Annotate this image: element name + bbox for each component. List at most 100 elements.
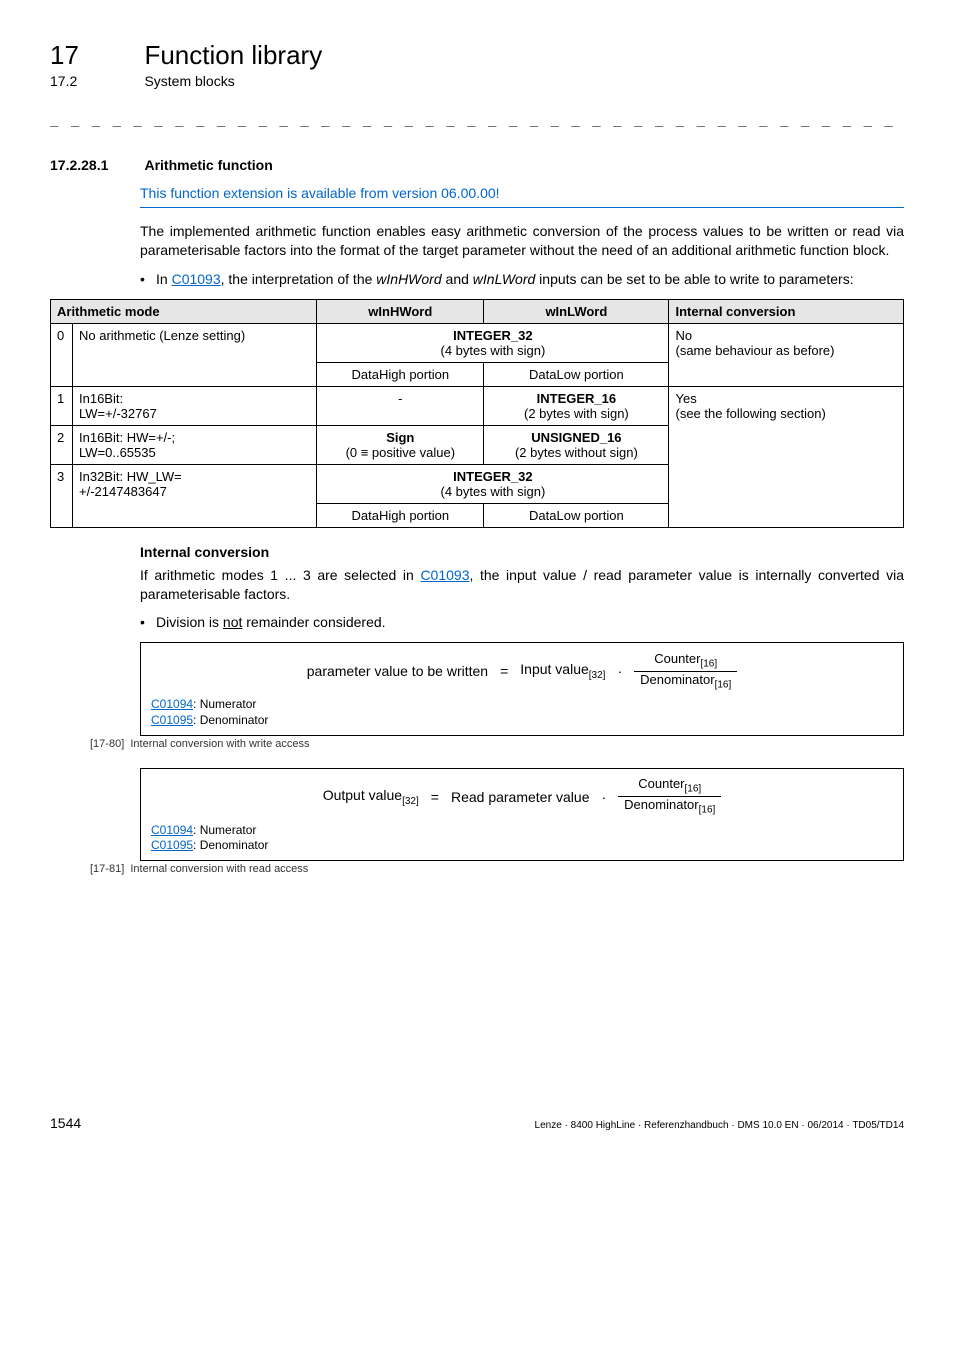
text: INTEGER_32 <box>453 328 532 343</box>
formula-1-wrapper: parameter value to be written = Input va… <box>140 642 904 735</box>
caption-17-81: [17-81] Internal conversion with read ac… <box>90 863 904 875</box>
th-winhword: wInHWord <box>317 299 484 323</box>
th-winlword: wInLWord <box>484 299 669 323</box>
text: In <box>156 271 172 287</box>
footer-copy: Lenze · 8400 HighLine · Referenzhandbuch… <box>535 1120 904 1131</box>
cell-index: 3 <box>51 464 73 527</box>
text: (4 bytes with sign) <box>441 484 546 499</box>
link-c01095[interactable]: C01095 <box>151 713 193 727</box>
cell-dlp: DataLow portion <box>484 362 669 386</box>
text: : Denominator <box>193 713 268 727</box>
page-number: 1544 <box>50 1115 81 1131</box>
text: : Numerator <box>193 823 256 837</box>
text-not: not <box>223 614 242 630</box>
bullet-division: Division is not remainder considered. <box>140 613 904 632</box>
cell-mode: In16Bit: LW=+/-32767 <box>73 386 317 425</box>
link-c01093[interactable]: C01093 <box>172 271 221 287</box>
text: If arithmetic modes 1 ... 3 are selected… <box>140 567 420 583</box>
internal-conversion-section: Internal conversion If arithmetic modes … <box>140 544 904 633</box>
table-row: 1 In16Bit: LW=+/-32767 - INTEGER_16 (2 b… <box>51 386 904 425</box>
intro-paragraph: The implemented arithmetic function enab… <box>140 222 904 260</box>
link-c01094[interactable]: C01094 <box>151 697 193 711</box>
caption-num: [17-81] <box>90 863 124 875</box>
sub: [16] <box>715 679 732 690</box>
internal-conversion-paragraph: If arithmetic modes 1 ... 3 are selected… <box>140 566 904 604</box>
sub: [16] <box>685 784 702 795</box>
frac-bot: Denominator[16] <box>634 671 737 691</box>
text: (2 bytes with sign) <box>524 406 629 421</box>
divider-dashes: _ _ _ _ _ _ _ _ _ _ _ _ _ _ _ _ _ _ _ _ … <box>50 111 904 127</box>
section-number: 17.2.28.1 <box>50 157 140 173</box>
note-underline <box>140 207 904 208</box>
cell-conv-yes: Yes (see the following section) <box>669 386 904 527</box>
text: (4 bytes with sign) <box>441 343 546 358</box>
text: INTEGER_32 <box>453 469 532 484</box>
chapter-number: 17 <box>50 40 140 71</box>
text: Denominator <box>624 797 698 812</box>
arithmetic-mode-table: Arithmetic mode wInHWord wInLWord Intern… <box>50 299 904 528</box>
text: , the interpretation of the <box>221 271 377 287</box>
cell-mode: No arithmetic (Lenze setting) <box>73 323 317 386</box>
frac-top: Counter[16] <box>648 652 723 671</box>
text: (2 bytes without sign) <box>515 445 638 460</box>
cell-int32: INTEGER_32 (4 bytes with sign) <box>317 323 669 362</box>
input-value: Input value[32] <box>520 661 605 681</box>
text: : Denominator <box>193 838 268 852</box>
link-c01095[interactable]: C01095 <box>151 838 193 852</box>
section-body: This function extension is available fro… <box>140 185 904 289</box>
subsection-number: 17.2 <box>50 73 140 89</box>
caption-text: Internal conversion with read access <box>130 863 308 875</box>
cell-dhp: DataHigh portion <box>317 503 484 527</box>
table-header-row: Arithmetic mode wInHWord wInLWord Intern… <box>51 299 904 323</box>
lhs: parameter value to be written <box>307 663 488 679</box>
param-winlword: wInLWord <box>473 271 536 287</box>
chapter-header: 17 Function library <box>50 40 904 71</box>
chapter-title: Function library <box>144 40 322 70</box>
link-c01093[interactable]: C01093 <box>420 567 469 583</box>
version-note: This function extension is available fro… <box>140 185 904 201</box>
text: (0 ≡ positive value) <box>346 445 455 460</box>
cell-index: 0 <box>51 323 73 386</box>
text: Counter <box>654 651 700 666</box>
text: remainder considered. <box>242 614 385 630</box>
subsection-title: System blocks <box>144 73 234 89</box>
formula-equation: parameter value to be written = Input va… <box>151 651 893 691</box>
equals: = <box>431 789 439 805</box>
frac-top: Counter[16] <box>632 777 707 796</box>
link-c01094[interactable]: C01094 <box>151 823 193 837</box>
text: : Numerator <box>193 697 256 711</box>
caption-text: Internal conversion with write access <box>130 738 309 750</box>
formula-write: parameter value to be written = Input va… <box>140 642 904 735</box>
text: Input value <box>520 661 589 677</box>
cell-dlp: DataLow portion <box>484 503 669 527</box>
text: UNSIGNED_16 <box>531 430 621 445</box>
th-conversion: Internal conversion <box>669 299 904 323</box>
text: Sign <box>386 430 414 445</box>
sub: [16] <box>699 805 716 816</box>
internal-conversion-heading: Internal conversion <box>140 544 904 560</box>
text: Counter <box>638 776 684 791</box>
formula-links: C01094: Numerator C01095: Denominator <box>151 697 893 728</box>
cell-mode: In16Bit: HW=+/-; LW=0..65535 <box>73 425 317 464</box>
table-row: 0 No arithmetic (Lenze setting) INTEGER_… <box>51 323 904 362</box>
read-param-value: Read parameter value <box>451 789 590 805</box>
cell-u16: UNSIGNED_16 (2 bytes without sign) <box>484 425 669 464</box>
th-mode: Arithmetic mode <box>51 299 317 323</box>
fraction: Counter[16] Denominator[16] <box>618 777 721 815</box>
caption-num: [17-80] <box>90 738 124 750</box>
text: INTEGER_16 <box>537 391 616 406</box>
cell-conv-no: No (same behaviour as before) <box>669 323 904 386</box>
formula-links: C01094: Numerator C01095: Denominator <box>151 823 893 854</box>
subsection-header: 17.2 System blocks <box>50 73 904 91</box>
cell-dash: - <box>317 386 484 425</box>
text: Output value <box>323 787 402 803</box>
cell-dhp: DataHigh portion <box>317 362 484 386</box>
frac-bot: Denominator[16] <box>618 796 721 816</box>
cell-index: 2 <box>51 425 73 464</box>
output-value: Output value[32] <box>323 787 419 807</box>
caption-17-80: [17-80] Internal conversion with write a… <box>90 738 904 750</box>
page: 17 Function library 17.2 System blocks _… <box>0 0 954 1171</box>
text: Denominator <box>640 672 714 687</box>
sub: [16] <box>700 659 717 670</box>
equals: = <box>500 663 508 679</box>
